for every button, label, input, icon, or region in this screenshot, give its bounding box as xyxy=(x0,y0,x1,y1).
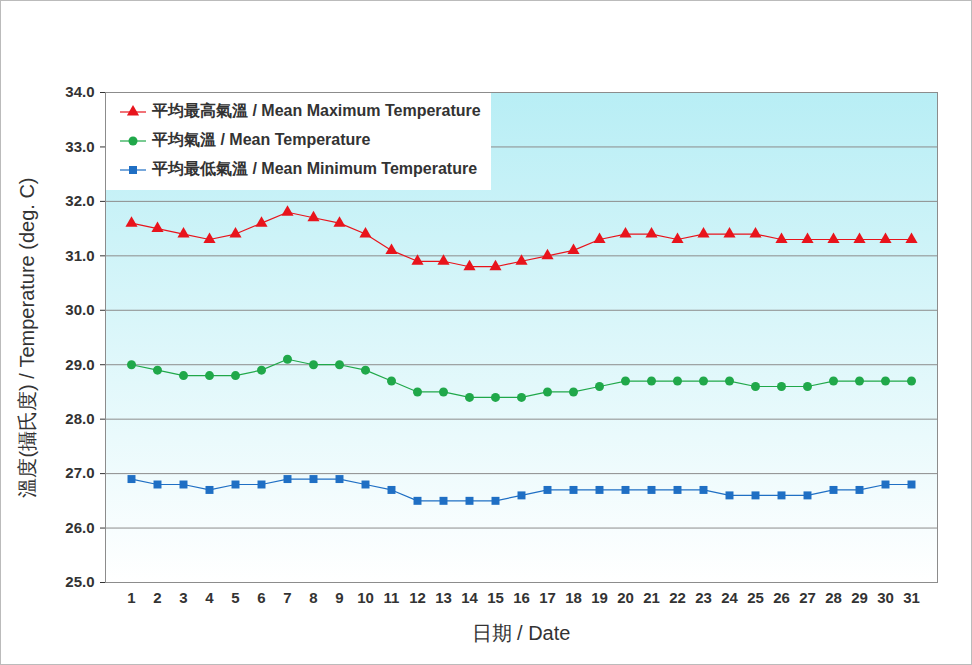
html-text:平均最高氣溫 / Mean Maximum Temperat: 平均最高氣溫 / Mean Maximum Temperature xyxy=(152,102,481,119)
svg-text:5: 5 xyxy=(231,589,239,606)
svg-text:2: 2 xyxy=(153,589,161,606)
svg-text:29.0: 29.0 xyxy=(65,356,94,373)
svg-text:25: 25 xyxy=(747,589,764,606)
svg-text:20: 20 xyxy=(617,589,634,606)
svg-text:28.0: 28.0 xyxy=(65,410,94,427)
svg-text:25.0: 25.0 xyxy=(65,573,94,590)
svg-text:22: 22 xyxy=(669,589,686,606)
svg-text:18: 18 xyxy=(565,589,582,606)
svg-text:33.0: 33.0 xyxy=(65,138,94,155)
svg-text:27: 27 xyxy=(799,589,816,606)
html-text:平均氣溫 / Mean Temperature: 平均氣溫 / Mean Temperature xyxy=(152,131,371,148)
svg-text:26: 26 xyxy=(773,589,790,606)
svg-text:34.0: 34.0 xyxy=(65,83,94,100)
svg-text:4: 4 xyxy=(205,589,214,606)
svg-text:26.0: 26.0 xyxy=(65,519,94,536)
svg-text:21: 21 xyxy=(643,589,660,606)
svg-text:30: 30 xyxy=(877,589,894,606)
svg-text:8: 8 xyxy=(309,589,317,606)
html-text:平均最低氣溫 / Mean Minimum Temperat: 平均最低氣溫 / Mean Minimum Temperature xyxy=(152,160,478,177)
svg-text:12: 12 xyxy=(409,589,426,606)
svg-text:3: 3 xyxy=(179,589,187,606)
svg-text:30.0: 30.0 xyxy=(65,301,94,318)
svg-text:24: 24 xyxy=(721,589,738,606)
svg-text:19: 19 xyxy=(591,589,608,606)
svg-text:9: 9 xyxy=(335,589,343,606)
svg-text:31: 31 xyxy=(903,589,920,606)
svg-text:11: 11 xyxy=(384,589,400,606)
svg-text:16: 16 xyxy=(513,589,530,606)
svg-text:6: 6 xyxy=(257,589,265,606)
svg-text:27.0: 27.0 xyxy=(65,464,94,481)
svg-text:7: 7 xyxy=(283,589,291,606)
svg-text:31.0: 31.0 xyxy=(65,247,94,264)
svg-text:1: 1 xyxy=(127,589,135,606)
svg-text:29: 29 xyxy=(851,589,868,606)
svg-text:15: 15 xyxy=(487,589,504,606)
svg-text:32.0: 32.0 xyxy=(65,192,94,209)
html-text:溫度(攝氏度) / Temperature (deg. C): 溫度(攝氏度) / Temperature (deg. C) xyxy=(15,177,38,497)
svg-text:17: 17 xyxy=(539,589,556,606)
svg-text:13: 13 xyxy=(435,589,452,606)
svg-text:23: 23 xyxy=(695,589,712,606)
svg-text:10: 10 xyxy=(357,589,374,606)
svg-text:14: 14 xyxy=(461,589,478,606)
svg-text:28: 28 xyxy=(825,589,842,606)
html-text:日期 / Date: 日期 / Date xyxy=(471,622,571,644)
